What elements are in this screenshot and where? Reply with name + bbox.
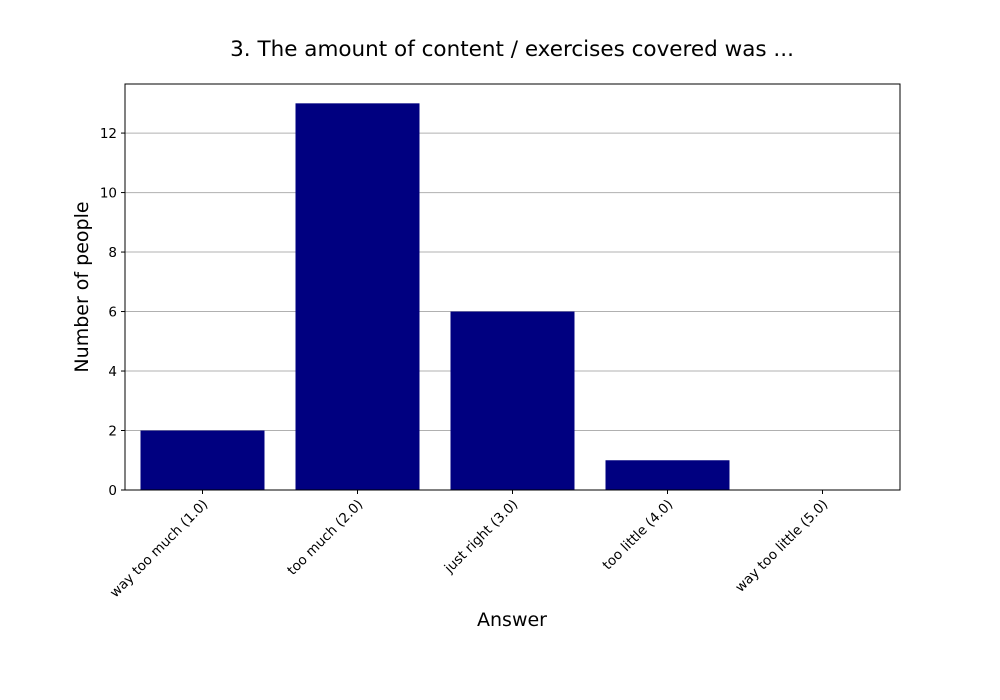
y-tick-label: 2 (108, 424, 117, 440)
y-tick-label: 10 (100, 186, 117, 202)
y-tick-label: 0 (108, 483, 117, 499)
x-axis-label: Answer (477, 609, 547, 631)
y-tick-label: 12 (100, 126, 117, 142)
bar (140, 430, 265, 490)
bar (295, 103, 420, 490)
y-tick-label: 6 (108, 305, 117, 321)
bar (605, 460, 730, 490)
y-tick-label: 8 (108, 245, 117, 261)
y-tick-label: 4 (108, 364, 117, 380)
y-axis-ticks: 0 2 4 6 8 10 12 (100, 126, 125, 499)
y-axis-label: Number of people (71, 201, 93, 372)
bars (140, 103, 730, 490)
bar (450, 311, 575, 490)
chart-title: 3. The amount of content / exercises cov… (230, 37, 794, 62)
